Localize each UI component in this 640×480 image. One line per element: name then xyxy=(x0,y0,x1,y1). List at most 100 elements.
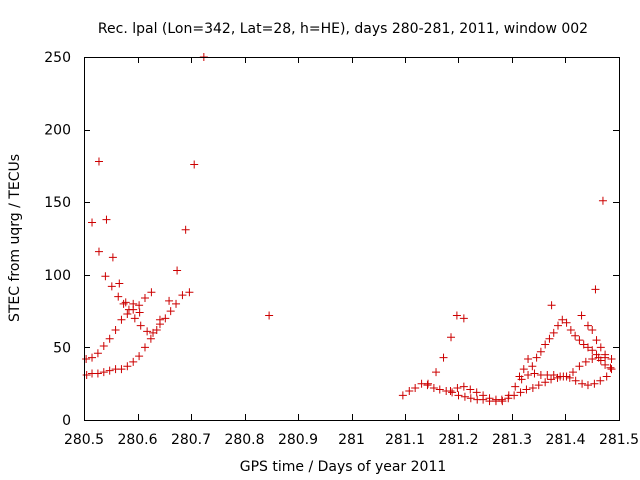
data-point xyxy=(115,279,124,288)
x-axis-label: GPS time / Days of year 2011 xyxy=(240,459,447,475)
data-point xyxy=(607,355,616,364)
data-point xyxy=(439,353,448,362)
data-point xyxy=(504,391,513,400)
data-point xyxy=(592,336,601,345)
x-tick-label: 280.6 xyxy=(117,432,157,448)
data-point xyxy=(93,369,102,378)
data-point xyxy=(547,301,556,310)
data-point xyxy=(173,266,182,275)
data-point xyxy=(565,373,574,382)
data-point xyxy=(606,363,615,372)
data-point xyxy=(435,385,444,394)
data-point xyxy=(607,365,616,374)
y-tick-label: 0 xyxy=(62,413,71,429)
data-point xyxy=(511,382,520,391)
data-point xyxy=(583,381,592,390)
data-point xyxy=(534,381,543,390)
data-point xyxy=(123,310,132,319)
data-point xyxy=(94,247,103,256)
x-tick-label: 281.3 xyxy=(492,432,532,448)
data-point xyxy=(590,379,599,388)
data-point xyxy=(498,397,507,406)
data-point xyxy=(515,372,524,381)
y-tick-label: 50 xyxy=(53,340,71,356)
data-point xyxy=(447,333,456,342)
chart-title: Rec. lpal (Lon=342, Lat=28, h=HE), days … xyxy=(98,21,588,37)
data-point xyxy=(82,355,91,364)
data-point xyxy=(130,314,139,323)
data-point xyxy=(135,301,144,310)
x-tick-label: 280.7 xyxy=(171,432,211,448)
data-point xyxy=(181,225,190,234)
x-tick-label: 280.8 xyxy=(224,432,264,448)
data-point xyxy=(596,343,605,352)
data-point xyxy=(411,384,420,393)
x-tick-label: 281 xyxy=(338,432,365,448)
data-point xyxy=(519,365,528,374)
data-point xyxy=(99,368,108,377)
data-point xyxy=(135,352,144,361)
data-point xyxy=(140,343,149,352)
x-tick-label: 281.4 xyxy=(545,432,585,448)
data-point xyxy=(601,350,610,359)
data-point xyxy=(536,347,545,356)
data-point xyxy=(575,362,584,371)
data-point xyxy=(528,384,537,393)
data-point xyxy=(453,384,462,393)
x-tick-label: 281.5 xyxy=(599,432,639,448)
data-point xyxy=(93,349,102,358)
data-point xyxy=(545,334,554,343)
data-point xyxy=(166,307,175,316)
data-point xyxy=(161,314,170,323)
data-point xyxy=(554,321,563,330)
data-point xyxy=(121,298,130,307)
data-point xyxy=(568,368,577,377)
data-point xyxy=(446,386,455,395)
data-point xyxy=(541,340,550,349)
x-tick-label: 280.5 xyxy=(64,432,104,448)
data-point xyxy=(571,376,580,385)
data-point xyxy=(524,370,533,379)
data-point xyxy=(598,196,607,205)
data-point xyxy=(432,368,441,377)
data-point xyxy=(558,315,567,324)
data-point xyxy=(528,362,537,371)
data-point xyxy=(562,372,571,381)
data-point xyxy=(577,311,586,320)
data-point xyxy=(479,391,488,400)
data-point xyxy=(485,394,494,403)
data-point xyxy=(424,379,433,388)
data-point xyxy=(107,282,116,291)
data-point xyxy=(596,376,605,385)
data-point xyxy=(111,325,120,334)
data-point xyxy=(579,340,588,349)
data-points xyxy=(82,53,616,406)
data-point xyxy=(149,328,158,337)
data-point xyxy=(94,157,103,166)
data-point xyxy=(541,378,550,387)
data-point xyxy=(583,321,592,330)
y-tick-label: 250 xyxy=(44,50,71,66)
data-point xyxy=(588,346,597,355)
x-tick-label: 281.2 xyxy=(438,432,478,448)
axis-tick-labels: 280.5 280.6 280.7 280.8 280.9 281 281.1 281.2 28… xyxy=(44,50,639,448)
data-point xyxy=(581,357,590,366)
data-point xyxy=(549,328,558,337)
y-tick-label: 200 xyxy=(44,123,71,139)
data-point xyxy=(522,385,531,394)
data-point xyxy=(583,343,592,352)
data-point xyxy=(124,305,133,314)
data-point xyxy=(88,353,97,362)
plot-frame xyxy=(84,57,620,421)
data-point xyxy=(448,388,457,397)
data-point xyxy=(140,294,149,303)
data-point xyxy=(129,299,138,308)
data-point xyxy=(532,353,541,362)
data-point xyxy=(423,381,432,390)
data-point xyxy=(429,384,438,393)
data-point xyxy=(129,357,138,366)
data-point xyxy=(136,321,145,330)
data-point xyxy=(190,160,199,169)
data-point xyxy=(119,299,128,308)
